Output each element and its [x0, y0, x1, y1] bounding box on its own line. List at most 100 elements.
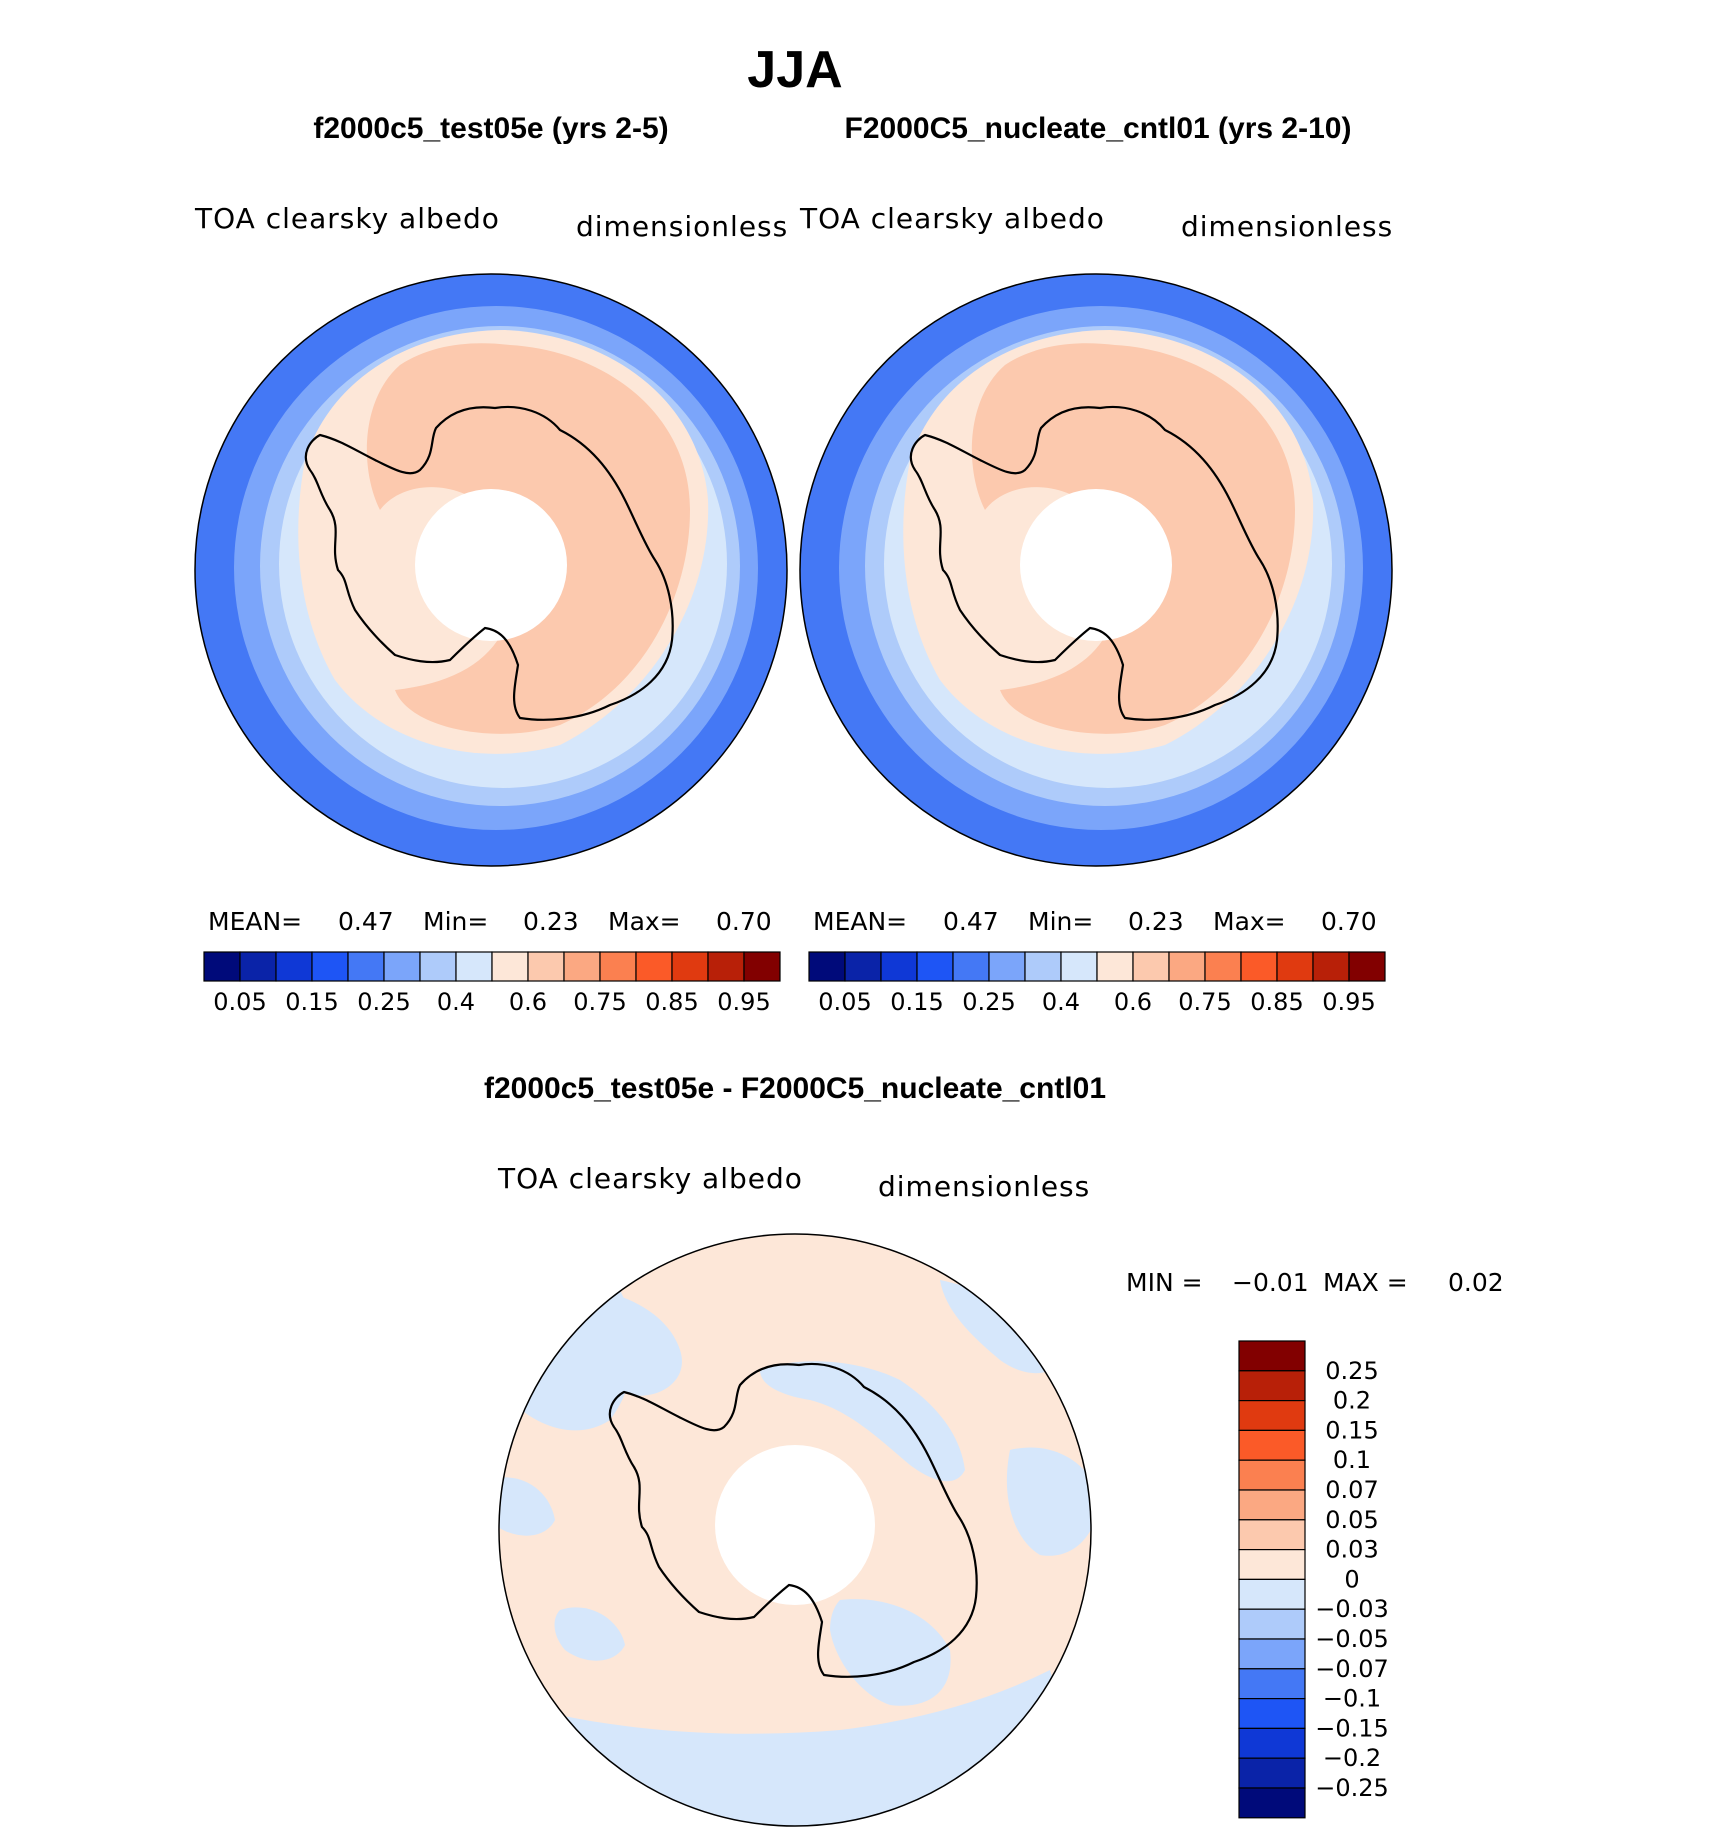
left-colorbar-box-5 — [383, 951, 421, 982]
left-colorbar-box-15 — [743, 951, 781, 982]
difference-colorbar-label-6: 0.03 — [1325, 1536, 1378, 1564]
difference-colorbar-box-12 — [1238, 1697, 1306, 1729]
svg-text:0.70: 0.70 — [716, 907, 772, 936]
right-colorbar-label-6: 0.85 — [1250, 988, 1303, 1016]
left-variable-label: TOA clearsky albedo — [194, 202, 500, 235]
right-colorbar-label-4: 0.6 — [1114, 988, 1152, 1016]
right-colorbar-label-0: 0.05 — [818, 988, 871, 1016]
left-coastline — [304, 405, 674, 721]
left-colorbar-box-2 — [275, 951, 313, 982]
svg-text:MIN =: MIN = — [1126, 1268, 1203, 1297]
difference-colorbar-box-8 — [1238, 1578, 1306, 1610]
difference-colorbar-box-11 — [1238, 1668, 1306, 1700]
difference-colorbar-box-1 — [1238, 1370, 1306, 1402]
left-stats: MEAN= 0.47 Min= 0.23 Max= 0.70 — [208, 907, 772, 936]
difference-colorbar-box-9 — [1238, 1608, 1306, 1640]
difference-colorbar-box-15 — [1238, 1787, 1306, 1819]
difference-min-max: MIN = −0.01 MAX = 0.02 — [1126, 1268, 1504, 1297]
left-colorbar-label-1: 0.15 — [285, 988, 338, 1016]
svg-text:MAX =: MAX = — [1323, 1268, 1408, 1297]
right-colorbar-box-9 — [1132, 951, 1170, 982]
difference-colorbar-label-0: 0.25 — [1325, 1357, 1378, 1385]
right-colorbar-label-5: 0.75 — [1178, 988, 1231, 1016]
svg-text:0.47: 0.47 — [943, 907, 999, 936]
right-colorbar-box-8 — [1096, 951, 1134, 982]
left-colorbar-label-2: 0.25 — [357, 988, 410, 1016]
left-colorbar-box-6 — [419, 951, 457, 982]
right-colorbar-box-4 — [952, 951, 990, 982]
difference-colorbar-label-1: 0.2 — [1333, 1387, 1371, 1415]
left-colorbar-box-1 — [239, 951, 277, 982]
left-colorbar-box-8 — [491, 951, 529, 982]
right-colorbar-label-3: 0.4 — [1042, 988, 1080, 1016]
difference-coastline — [608, 1362, 978, 1678]
right-panel-title: F2000C5_nucleate_cntl01 (yrs 2-10) — [845, 112, 1352, 145]
svg-text:Min=: Min= — [1028, 907, 1093, 936]
left-units-label: dimensionless — [576, 210, 788, 243]
left-colorbar-box-11 — [599, 951, 637, 982]
left-colorbar: 0.05 0.15 0.25 0.4 0.6 0.75 0.85 0.95 — [203, 951, 781, 1016]
svg-text:MEAN=: MEAN= — [208, 907, 302, 936]
svg-text:Max=: Max= — [608, 907, 681, 936]
difference-colorbar-label-2: 0.15 — [1325, 1416, 1378, 1444]
difference-colorbar-label-9: −0.05 — [1315, 1625, 1389, 1653]
difference-colorbar-box-4 — [1238, 1459, 1306, 1491]
right-colorbar-label-2: 0.25 — [962, 988, 1015, 1016]
left-colorbar-box-13 — [671, 951, 709, 982]
difference-colorbar-box-14 — [1238, 1757, 1306, 1789]
difference-colorbar-box-5 — [1238, 1489, 1306, 1521]
right-polar-map — [799, 273, 1393, 867]
difference-colorbar-box-3 — [1238, 1429, 1306, 1461]
left-colorbar-label-5: 0.75 — [573, 988, 626, 1016]
right-colorbar-box-1 — [844, 951, 882, 982]
right-colorbar-box-13 — [1276, 951, 1314, 982]
right-colorbar-box-11 — [1204, 951, 1242, 982]
right-colorbar-box-12 — [1240, 951, 1278, 982]
right-colorbar-label-1: 0.15 — [890, 988, 943, 1016]
left-colorbar-label-3: 0.4 — [437, 988, 475, 1016]
right-colorbar-box-10 — [1168, 951, 1206, 982]
difference-colorbar-label-3: 0.1 — [1333, 1446, 1371, 1474]
right-colorbar-box-15 — [1348, 951, 1386, 982]
difference-units-label: dimensionless — [878, 1170, 1090, 1203]
difference-colorbar-label-13: −0.2 — [1323, 1744, 1381, 1772]
right-colorbar-box-5 — [988, 951, 1026, 982]
difference-colorbar: 0.250.20.150.10.070.050.030−0.03−0.05−0.… — [1238, 1340, 1389, 1819]
left-colorbar-box-12 — [635, 951, 673, 982]
difference-colorbar-box-7 — [1238, 1548, 1306, 1580]
right-colorbar-box-3 — [916, 951, 954, 982]
left-colorbar-box-3 — [311, 951, 349, 982]
right-stats: MEAN= 0.47 Min= 0.23 Max= 0.70 — [813, 907, 1377, 936]
left-colorbar-box-14 — [707, 951, 745, 982]
right-units-label: dimensionless — [1181, 210, 1393, 243]
svg-text:0.23: 0.23 — [1128, 907, 1184, 936]
svg-text:0.23: 0.23 — [523, 907, 579, 936]
right-colorbar-box-2 — [880, 951, 918, 982]
left-polar-map — [194, 273, 788, 867]
difference-colorbar-label-10: −0.07 — [1315, 1655, 1389, 1683]
left-colorbar-label-4: 0.6 — [509, 988, 547, 1016]
left-colorbar-box-7 — [455, 951, 493, 982]
left-colorbar-box-9 — [527, 951, 565, 982]
difference-colorbar-label-8: −0.03 — [1315, 1595, 1389, 1623]
difference-colorbar-label-11: −0.1 — [1323, 1685, 1381, 1713]
difference-colorbar-box-2 — [1238, 1399, 1306, 1431]
difference-colorbar-label-12: −0.15 — [1315, 1714, 1389, 1742]
left-colorbar-label-6: 0.85 — [645, 988, 698, 1016]
difference-title: f2000c5_test05e - F2000C5_nucleate_cntl0… — [484, 1072, 1106, 1105]
right-colorbar-box-6 — [1024, 951, 1062, 982]
difference-colorbar-box-13 — [1238, 1727, 1306, 1759]
left-colorbar-box-0 — [203, 951, 241, 982]
svg-text:0.02: 0.02 — [1448, 1268, 1504, 1297]
difference-colorbar-box-0 — [1238, 1340, 1306, 1372]
right-colorbar-box-0 — [808, 951, 846, 982]
left-colorbar-label-7: 0.95 — [717, 988, 770, 1016]
svg-text:Max=: Max= — [1213, 907, 1286, 936]
left-panel-title: f2000c5_test05e (yrs 2-5) — [313, 112, 668, 145]
svg-text:−0.01: −0.01 — [1232, 1268, 1309, 1297]
difference-colorbar-label-14: −0.25 — [1315, 1774, 1389, 1802]
left-colorbar-box-10 — [563, 951, 601, 982]
difference-colorbar-label-7: 0 — [1344, 1565, 1359, 1593]
right-colorbar: 0.05 0.15 0.25 0.4 0.6 0.75 0.85 0.95 — [808, 951, 1386, 1016]
main-title: JJA — [747, 41, 842, 99]
